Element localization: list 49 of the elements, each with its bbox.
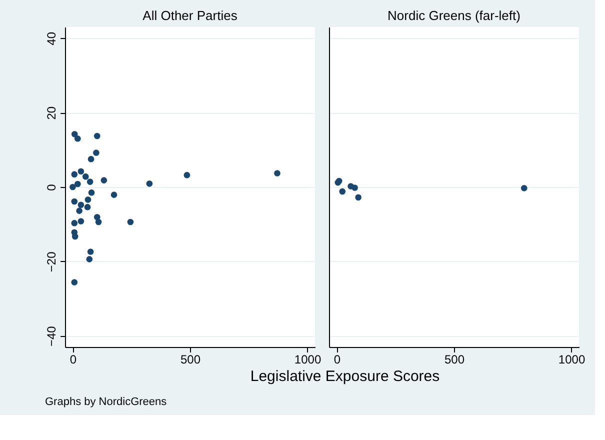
point [84, 196, 92, 203]
point [78, 168, 84, 175]
point [95, 218, 102, 226]
point [100, 177, 108, 184]
point [274, 170, 280, 176]
chart-title: Nordic Greens (far-left) [388, 8, 520, 23]
point [71, 171, 78, 178]
point [94, 132, 100, 140]
y-tick-label: −40 [44, 326, 58, 347]
point [352, 184, 358, 191]
y-tick-label: 0 [44, 184, 58, 191]
point [78, 218, 84, 224]
point [82, 173, 89, 180]
x-tick-label: 1000 [294, 352, 322, 366]
point [146, 180, 153, 187]
point [74, 135, 81, 142]
point [78, 202, 84, 208]
point [71, 198, 78, 205]
point [86, 178, 94, 185]
point [84, 204, 91, 210]
point [86, 256, 93, 262]
point [70, 184, 76, 190]
point [71, 220, 78, 226]
chart-title: All Other Parties [142, 8, 238, 23]
point [74, 180, 81, 188]
x-tick-label: 500 [180, 352, 201, 366]
point [110, 192, 118, 198]
point [71, 279, 78, 286]
point [184, 172, 190, 178]
x-tick-label: 1000 [558, 352, 586, 366]
point [71, 131, 78, 138]
point [72, 233, 78, 240]
point [93, 150, 100, 156]
point [355, 194, 362, 201]
point [88, 156, 94, 162]
point [88, 189, 95, 196]
point [76, 208, 82, 214]
x-tick-label: 0 [334, 352, 341, 366]
x-tick-label: 500 [444, 352, 465, 366]
x-tick-label: 0 [70, 352, 77, 366]
text: Graphs by NordicGreens [45, 396, 168, 408]
point [127, 218, 134, 226]
y-tick-label: 40 [44, 32, 58, 46]
point [87, 248, 94, 255]
y-tick-label: 20 [44, 106, 58, 120]
x-axis-title: Legislative Exposure Scores [250, 368, 440, 385]
y-tick-label: −20 [44, 251, 58, 272]
point [339, 188, 346, 195]
point [520, 184, 528, 192]
